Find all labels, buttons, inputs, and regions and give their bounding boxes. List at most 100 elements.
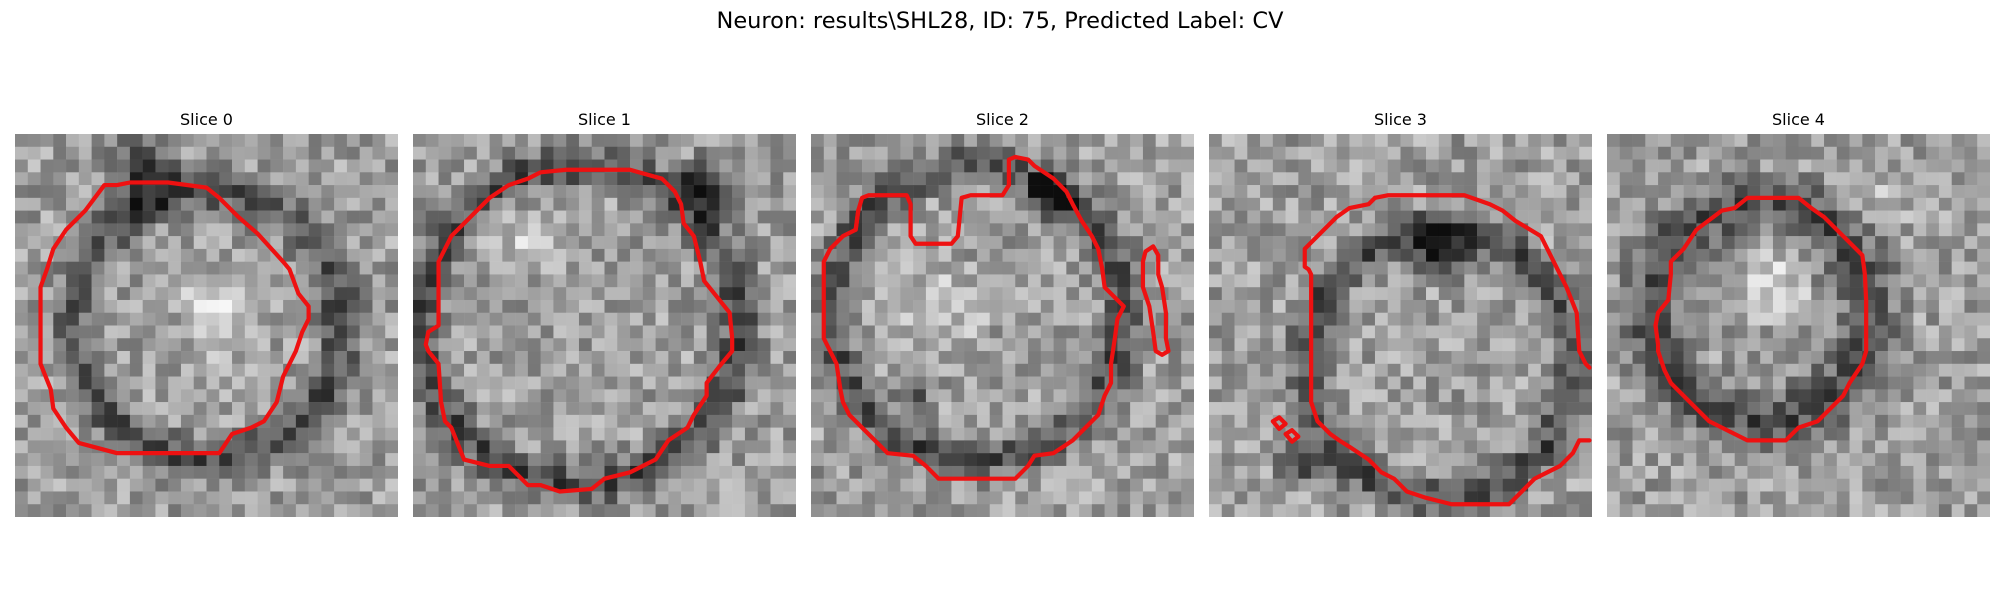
image-pixel (1579, 287, 1592, 301)
image-pixel (1168, 261, 1182, 275)
image-pixel (1836, 453, 1850, 467)
image-pixel (655, 274, 669, 288)
image-pixel (566, 453, 580, 467)
image-pixel (540, 504, 554, 517)
image-pixel (1413, 134, 1427, 148)
image-pixel (1721, 146, 1735, 160)
image-pixel (464, 478, 478, 492)
image-pixel (27, 134, 41, 148)
image-pixel (1772, 338, 1786, 352)
image-pixel (1400, 287, 1414, 301)
image-pixel (1875, 223, 1889, 237)
image-pixel (1734, 338, 1748, 352)
image-pixel (1887, 389, 1901, 403)
image-pixel (706, 414, 720, 428)
image-pixel (257, 491, 271, 505)
image-pixel (1464, 223, 1478, 237)
image-pixel (1875, 478, 1889, 492)
image-pixel (1426, 172, 1440, 186)
image-pixel (836, 210, 850, 224)
image-pixel (1734, 453, 1748, 467)
image-pixel (413, 312, 427, 326)
image-pixel (168, 491, 182, 505)
image-pixel (244, 159, 258, 173)
image-pixel (1875, 274, 1889, 288)
image-pixel (553, 414, 567, 428)
image-pixel (295, 134, 309, 148)
image-pixel (1489, 389, 1503, 403)
image-pixel (553, 338, 567, 352)
image-pixel (385, 312, 398, 326)
image-pixel (1362, 478, 1376, 492)
image-pixel (642, 363, 656, 377)
image-pixel (1400, 261, 1414, 275)
image-pixel (1785, 197, 1799, 211)
image-pixel (770, 351, 784, 365)
image-pixel (783, 351, 796, 365)
image-pixel (489, 491, 503, 505)
image-pixel (193, 504, 207, 517)
image-pixel (295, 440, 309, 454)
image-pixel (1221, 197, 1235, 211)
image-pixel (1951, 414, 1965, 428)
image-pixel (823, 414, 837, 428)
image-pixel (540, 146, 554, 160)
image-pixel (604, 185, 618, 199)
image-pixel (438, 363, 452, 377)
image-pixel (515, 159, 529, 173)
image-pixel (1234, 427, 1248, 441)
image-pixel (578, 134, 592, 148)
image-pixel (1836, 338, 1850, 352)
image-pixel (862, 325, 876, 339)
image-pixel (642, 504, 656, 517)
image-pixel (938, 465, 952, 479)
image-pixel (951, 363, 965, 377)
image-pixel (142, 504, 156, 517)
image-pixel (1438, 261, 1452, 275)
image-pixel (129, 134, 143, 148)
image-pixel (1091, 453, 1105, 467)
image-pixel (27, 299, 41, 313)
image-pixel (1451, 299, 1465, 313)
image-pixel (1221, 478, 1235, 492)
image-pixel (129, 274, 143, 288)
image-pixel (1130, 185, 1144, 199)
image-pixel (413, 389, 427, 403)
image-pixel (1181, 312, 1194, 326)
image-pixel (1721, 491, 1735, 505)
image-pixel (1836, 146, 1850, 160)
image-pixel (104, 351, 118, 365)
image-pixel (1734, 376, 1748, 390)
image-pixel (1117, 478, 1131, 492)
image-pixel (1734, 287, 1748, 301)
image-pixel (1747, 197, 1761, 211)
image-pixel (1683, 248, 1697, 262)
image-pixel (1887, 197, 1901, 211)
image-pixel (1260, 453, 1274, 467)
image-pixel (295, 274, 309, 288)
image-pixel (1438, 236, 1452, 250)
image-pixel (744, 325, 758, 339)
image-pixel (1104, 453, 1118, 467)
image-pixel (1181, 223, 1194, 237)
image-pixel (706, 338, 720, 352)
image-pixel (515, 210, 529, 224)
image-pixel (1362, 363, 1376, 377)
image-pixel (938, 172, 952, 186)
image-pixel (540, 376, 554, 390)
image-pixel (617, 504, 631, 517)
image-pixel (346, 287, 360, 301)
image-pixel (1887, 491, 1901, 505)
image-pixel (591, 440, 605, 454)
image-pixel (1977, 134, 1990, 148)
image-pixel (1913, 312, 1927, 326)
image-pixel (180, 299, 194, 313)
image-pixel (1181, 351, 1194, 365)
image-pixel (1579, 172, 1592, 186)
image-pixel (1285, 453, 1299, 467)
image-pixel (66, 376, 80, 390)
image-pixel (1785, 210, 1799, 224)
image-pixel (540, 274, 554, 288)
image-pixel (1285, 146, 1299, 160)
image-pixel (1400, 504, 1414, 517)
